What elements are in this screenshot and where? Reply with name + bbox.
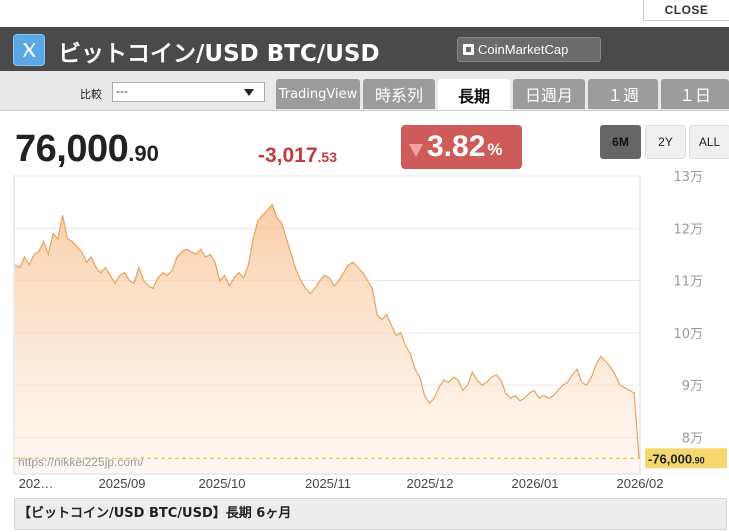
compare-selected-value: --- (116, 85, 128, 98)
compare-label: 比較 (80, 88, 102, 101)
range-2y-button[interactable]: 2Y (645, 125, 686, 159)
last-price-tag: -76,000.90 (645, 448, 727, 469)
external-link-icon (463, 44, 474, 55)
x-tick-label: 2025/10 (199, 476, 246, 491)
last-price-value: -76,000 (648, 451, 692, 466)
y-tick-label: 12万 (673, 222, 703, 237)
chart-caption: 【ビットコイン/USD BTC/USD】長期 6ヶ月 (14, 498, 727, 530)
last-price-tag-label: -76,000.90 (648, 451, 705, 466)
watermark: https://nikkei225jp.com/ (18, 455, 144, 469)
y-tick-label: 11万 (673, 275, 703, 290)
x-logo-icon[interactable] (13, 34, 45, 66)
tab-one-week[interactable]: １週 (588, 79, 658, 109)
y-tick-label: 9万 (682, 379, 703, 394)
x-tick-label: 2026/01 (512, 476, 559, 491)
tab-daily-weekly-monthly[interactable]: 日週月 (513, 79, 585, 109)
percent-sign: % (487, 140, 503, 159)
coinmarketcap-button[interactable]: CoinMarketCap (457, 37, 601, 62)
price-decimal: .90 (128, 141, 159, 166)
x-tick-label: 2025/09 (99, 476, 146, 491)
chevron-down-icon (244, 89, 254, 96)
down-arrow-icon (409, 143, 423, 157)
y-tick-label: 10万 (673, 327, 703, 342)
range-all-button[interactable]: ALL (689, 125, 729, 159)
tab-long-term[interactable]: 長期 (438, 79, 510, 110)
last-price-decimal: .90 (692, 455, 705, 465)
y-tick-label: 13万 (673, 170, 703, 185)
x-tick-label: 2026/02 (617, 476, 664, 491)
chart-header (0, 27, 729, 71)
change-percent-value: 3.82 (427, 130, 486, 163)
page-title: ビットコイン/USD BTC/USD (58, 41, 380, 67)
change-decimal: .53 (317, 149, 338, 165)
x-tick-label: 2025/12 (407, 476, 454, 491)
price-chart-svg: 13万 12万 11万 10万 9万 8万 202… 2025/09 2025/10 2025/… (13, 170, 727, 491)
change-percent-badge: 3.82% (401, 125, 522, 169)
tab-one-day[interactable]: １日 (661, 79, 729, 109)
x-tick-label: 2025/11 (305, 476, 351, 491)
change-integer: -3,017 (258, 144, 318, 167)
x-glyph-icon (23, 43, 36, 57)
compare-select[interactable]: --- (112, 82, 265, 102)
price-change: -3,017.53 (258, 144, 337, 168)
price-line (14, 203, 640, 459)
tab-timeseries[interactable]: 時系列 (363, 79, 435, 109)
last-price-tag-bg (645, 448, 727, 469)
price-chart[interactable]: 13万 12万 11万 10万 9万 8万 202… 2025/09 2025/10 2025/… (0, 170, 729, 492)
y-tick-label: 8万 (682, 431, 703, 446)
current-price: 76,000.90 (15, 128, 159, 171)
coinmarketcap-label: CoinMarketCap (478, 42, 569, 57)
close-button[interactable]: CLOSE (643, 0, 729, 21)
range-6m-button[interactable]: 6M (600, 125, 641, 159)
x-tick-label: 202… (19, 476, 54, 491)
price-integer: 76,000 (15, 128, 129, 170)
tab-tradingview[interactable]: TradingView (276, 79, 360, 109)
